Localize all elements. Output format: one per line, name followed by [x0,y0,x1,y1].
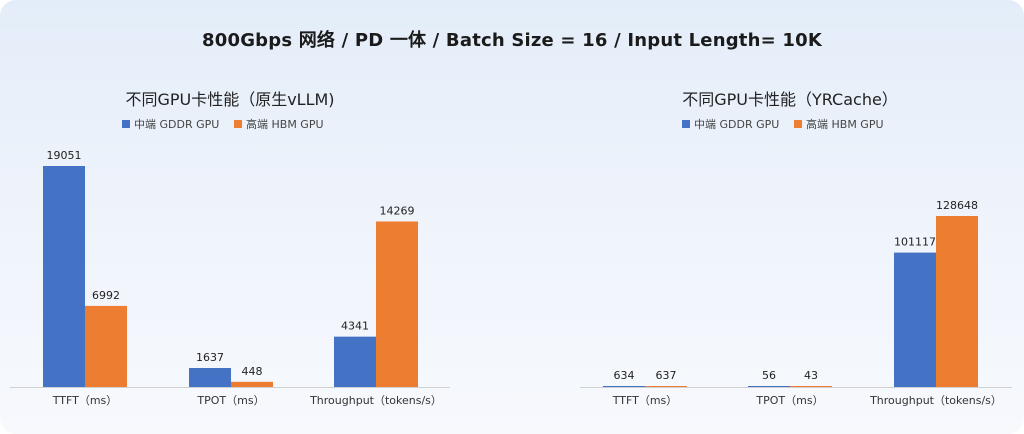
main-title: 800Gbps 网络 / PD 一体 / Batch Size = 16 / I… [202,30,822,51]
data-label: 128648 [936,199,978,212]
bar-mid-gpu [748,386,790,387]
bar-high-gpu [231,381,273,387]
bar-mid-gpu [43,166,85,387]
legend-swatch-mid-gpu [122,120,130,128]
data-label: 101117 [894,236,936,249]
x-tick-label: TPOT（ms） [755,394,823,407]
legend-label: 中端 GDDR GPU [134,118,219,131]
bar-high-gpu [936,216,978,387]
x-tick-label: TTFT（ms） [612,394,678,407]
bar-mid-gpu [894,252,936,387]
bar-mid-gpu [189,368,231,387]
chart-title: 不同GPU卡性能（原生vLLM) [125,90,334,109]
data-label: 634 [614,369,635,382]
chart-title: 不同GPU卡性能（YRCache） [682,90,898,109]
x-tick-label: Throughput（tokens/s） [869,394,1002,407]
legend-label: 中端 GDDR GPU [694,118,779,131]
legend-label: 高端 HBM GPU [246,117,324,131]
data-label: 1637 [196,351,224,364]
bar-high-gpu [645,386,687,387]
bar-high-gpu [85,305,127,387]
legend-swatch-high-gpu [794,120,802,128]
legend-swatch-mid-gpu [682,120,690,128]
data-label: 637 [656,369,677,382]
data-label: 19051 [47,149,82,162]
bar-high-gpu [790,386,832,387]
data-label: 4341 [341,320,369,333]
bar-mid-gpu [334,336,376,387]
data-label: 43 [804,369,818,382]
x-tick-label: TPOT（ms） [196,394,264,407]
bar-high-gpu [376,221,418,387]
legend-swatch-high-gpu [234,120,242,128]
data-label: 6992 [92,289,120,302]
x-tick-label: TTFT（ms） [52,394,118,407]
x-tick-label: Throughput（tokens/s） [309,394,442,407]
bar-mid-gpu [603,386,645,387]
data-label: 14269 [380,204,415,217]
legend-label: 高端 HBM GPU [806,117,884,131]
data-label: 448 [242,365,263,378]
data-label: 56 [762,369,776,382]
